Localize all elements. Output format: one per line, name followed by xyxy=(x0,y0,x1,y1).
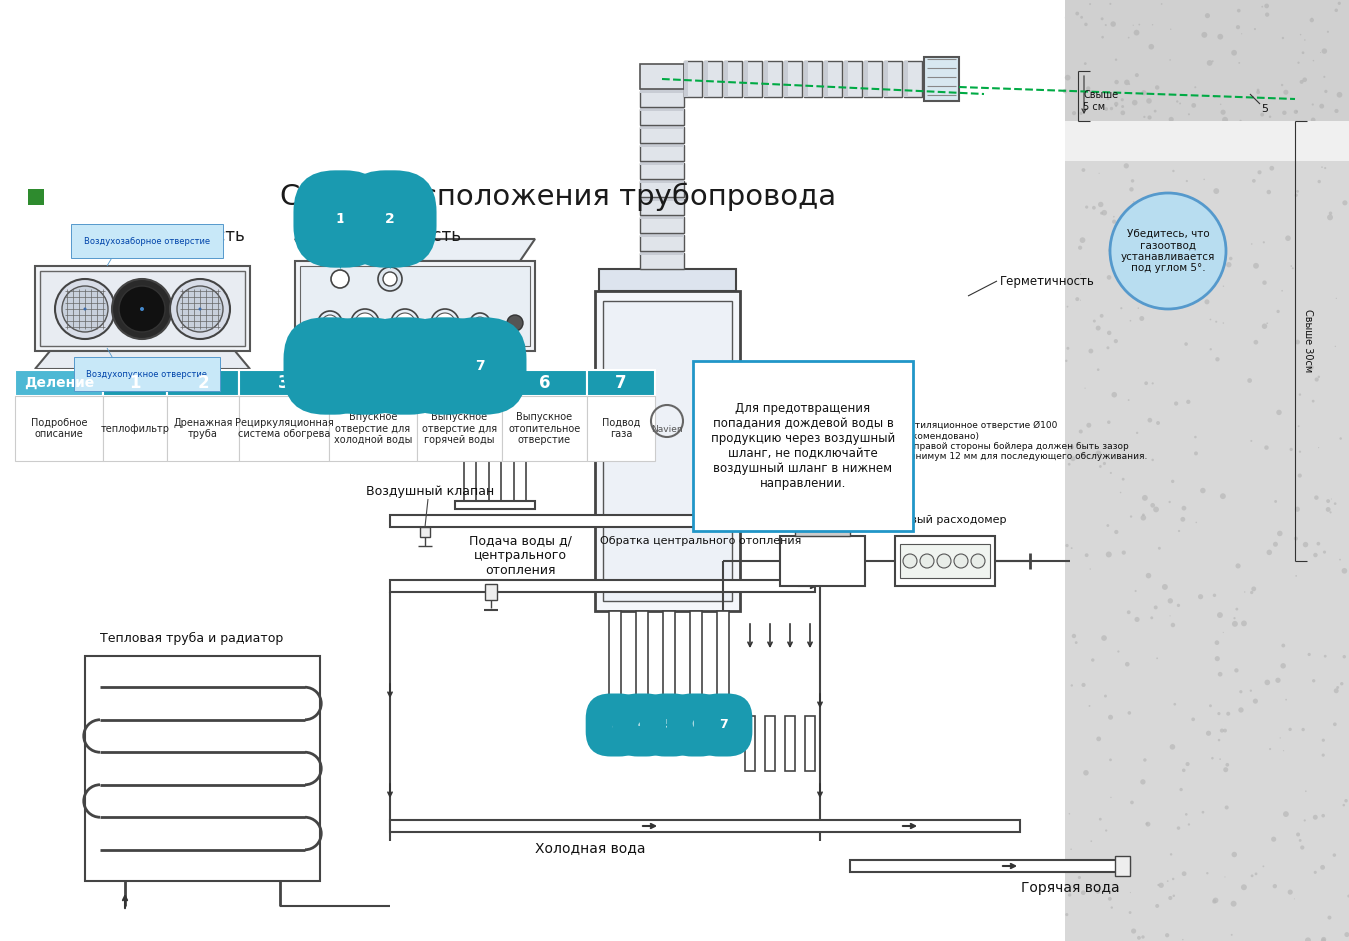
Polygon shape xyxy=(639,179,684,183)
Circle shape xyxy=(1284,104,1288,108)
Circle shape xyxy=(1114,58,1117,61)
Polygon shape xyxy=(514,454,526,509)
Circle shape xyxy=(1078,78,1081,80)
Circle shape xyxy=(1295,575,1296,577)
Circle shape xyxy=(1108,897,1112,901)
Circle shape xyxy=(1128,57,1130,61)
Circle shape xyxy=(1224,728,1228,732)
Circle shape xyxy=(1224,767,1228,773)
Polygon shape xyxy=(684,61,701,97)
Circle shape xyxy=(1334,688,1338,694)
Circle shape xyxy=(1319,148,1323,152)
Polygon shape xyxy=(894,536,996,586)
Circle shape xyxy=(1099,314,1103,318)
Circle shape xyxy=(1340,559,1341,561)
Circle shape xyxy=(1304,790,1307,792)
Circle shape xyxy=(1141,90,1147,95)
Polygon shape xyxy=(639,145,684,161)
Circle shape xyxy=(1089,3,1091,5)
Circle shape xyxy=(1275,678,1280,683)
Circle shape xyxy=(1130,179,1135,183)
Circle shape xyxy=(1219,758,1221,760)
Polygon shape xyxy=(635,611,648,711)
Polygon shape xyxy=(599,269,737,291)
Circle shape xyxy=(1298,473,1302,478)
Circle shape xyxy=(1307,653,1311,656)
Circle shape xyxy=(1207,60,1213,66)
Circle shape xyxy=(378,267,402,291)
Circle shape xyxy=(1112,391,1117,397)
Circle shape xyxy=(1205,299,1210,304)
Circle shape xyxy=(1334,8,1338,12)
Polygon shape xyxy=(639,109,684,125)
Circle shape xyxy=(1126,611,1130,614)
Circle shape xyxy=(1261,324,1267,329)
Circle shape xyxy=(1114,339,1118,343)
Circle shape xyxy=(1122,457,1125,458)
Circle shape xyxy=(1101,36,1103,39)
Polygon shape xyxy=(486,448,505,456)
Circle shape xyxy=(1176,207,1179,211)
Circle shape xyxy=(1103,462,1106,465)
Circle shape xyxy=(1161,584,1168,590)
Text: 4: 4 xyxy=(638,719,646,731)
Circle shape xyxy=(1101,17,1103,21)
Circle shape xyxy=(1151,503,1155,508)
Circle shape xyxy=(1099,212,1103,215)
Circle shape xyxy=(920,554,934,568)
Circle shape xyxy=(1327,916,1331,919)
Circle shape xyxy=(1140,779,1145,785)
Circle shape xyxy=(1319,104,1325,108)
Circle shape xyxy=(1271,38,1273,40)
Polygon shape xyxy=(329,370,417,396)
Circle shape xyxy=(1311,400,1314,403)
Circle shape xyxy=(1155,86,1159,89)
Circle shape xyxy=(1170,59,1171,61)
Circle shape xyxy=(1215,358,1219,361)
Circle shape xyxy=(1147,98,1152,104)
Circle shape xyxy=(1310,119,1314,123)
Circle shape xyxy=(1303,542,1309,548)
Circle shape xyxy=(1120,307,1122,310)
Circle shape xyxy=(1186,180,1188,183)
Circle shape xyxy=(1241,133,1245,136)
Polygon shape xyxy=(639,233,684,237)
Polygon shape xyxy=(805,716,815,771)
Text: ► Верхняя часть: ► Верхняя часть xyxy=(100,227,244,245)
Polygon shape xyxy=(863,61,882,97)
Circle shape xyxy=(1232,50,1237,56)
Circle shape xyxy=(1321,865,1325,869)
Polygon shape xyxy=(689,611,701,711)
Circle shape xyxy=(1288,889,1292,895)
Circle shape xyxy=(1202,811,1205,814)
Circle shape xyxy=(1203,223,1206,226)
Circle shape xyxy=(1143,758,1147,761)
Circle shape xyxy=(1311,118,1315,122)
Circle shape xyxy=(1313,815,1318,820)
Circle shape xyxy=(1099,818,1102,821)
Circle shape xyxy=(1149,93,1151,95)
Circle shape xyxy=(1099,465,1102,468)
Circle shape xyxy=(1263,32,1264,34)
Circle shape xyxy=(351,309,379,337)
Polygon shape xyxy=(35,351,250,369)
Circle shape xyxy=(1079,429,1083,434)
Polygon shape xyxy=(461,448,479,456)
Circle shape xyxy=(1261,134,1265,136)
Circle shape xyxy=(1086,423,1091,428)
Circle shape xyxy=(1116,104,1117,107)
Circle shape xyxy=(1148,418,1152,423)
Circle shape xyxy=(1186,762,1190,766)
Circle shape xyxy=(1248,378,1252,383)
Circle shape xyxy=(1309,365,1314,370)
Circle shape xyxy=(1264,679,1271,685)
Circle shape xyxy=(1133,30,1140,36)
Circle shape xyxy=(1195,521,1197,523)
Circle shape xyxy=(1124,59,1126,62)
Circle shape xyxy=(1159,883,1164,888)
Circle shape xyxy=(1114,102,1118,106)
Circle shape xyxy=(1118,860,1124,866)
Circle shape xyxy=(1205,13,1210,18)
Circle shape xyxy=(1295,506,1300,512)
